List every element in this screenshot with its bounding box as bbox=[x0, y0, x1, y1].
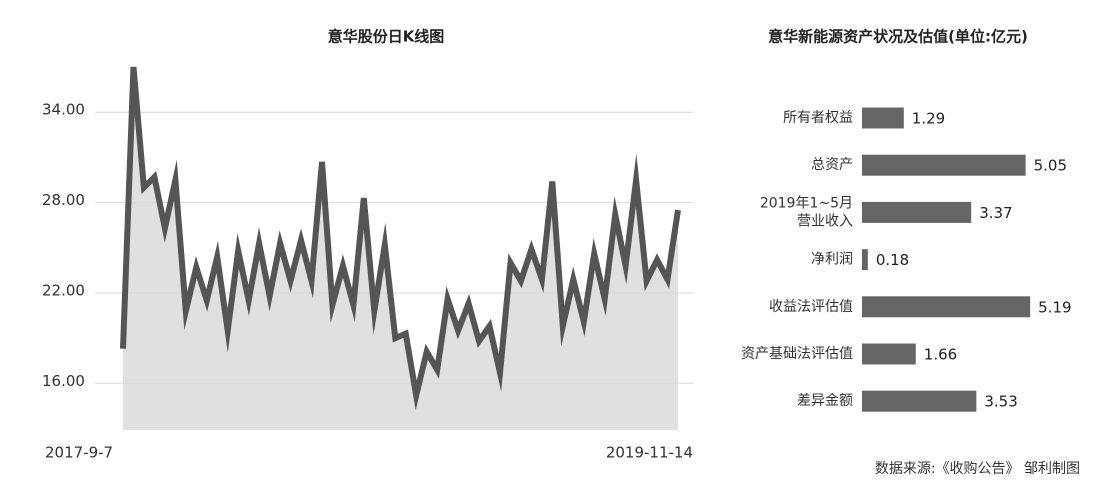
bar bbox=[862, 201, 972, 223]
value-label: 5.05 bbox=[1034, 157, 1067, 175]
bar bbox=[862, 107, 904, 129]
bar bbox=[862, 154, 1026, 176]
bar bbox=[862, 249, 868, 271]
value-label: 1.29 bbox=[912, 110, 945, 128]
y-tick-label: 34.00 bbox=[42, 101, 85, 119]
source-note: 数据来源:《收购公告》 邹利制图 bbox=[875, 461, 1080, 477]
y-tick-label: 16.00 bbox=[42, 372, 85, 390]
value-label: 0.18 bbox=[876, 251, 909, 269]
bar bbox=[862, 296, 1031, 318]
chart-title: 意华新能源资产状况及估值(单位:亿元) bbox=[768, 28, 1028, 46]
category-label: 净利润 bbox=[811, 252, 853, 268]
area bbox=[123, 67, 678, 430]
value-label: 3.53 bbox=[984, 393, 1017, 411]
bar bbox=[862, 343, 916, 365]
category-label: 总资产 bbox=[811, 157, 853, 173]
bar bbox=[862, 390, 977, 412]
value-label: 5.19 bbox=[1038, 298, 1071, 316]
line bbox=[120, 66, 681, 411]
category-label: 资产基础法评估值 bbox=[741, 345, 853, 362]
category-label: 2019年1~5月营业收入 bbox=[760, 195, 853, 229]
y-tick-label: 22.00 bbox=[42, 281, 85, 299]
category-label: 收益法评估值 bbox=[769, 299, 853, 315]
value-label: 1.66 bbox=[924, 346, 957, 364]
category-label: 所有者权益 bbox=[783, 110, 853, 126]
value-label: 3.37 bbox=[979, 204, 1012, 222]
chart-title: 意华股份日K线图 bbox=[328, 28, 445, 46]
x-tick-label: 2017-9-7 bbox=[45, 444, 113, 462]
x-tick-label: 2019-11-14 bbox=[606, 444, 693, 462]
category-label: 差异金额 bbox=[797, 393, 853, 409]
y-tick-label: 28.00 bbox=[42, 191, 85, 209]
